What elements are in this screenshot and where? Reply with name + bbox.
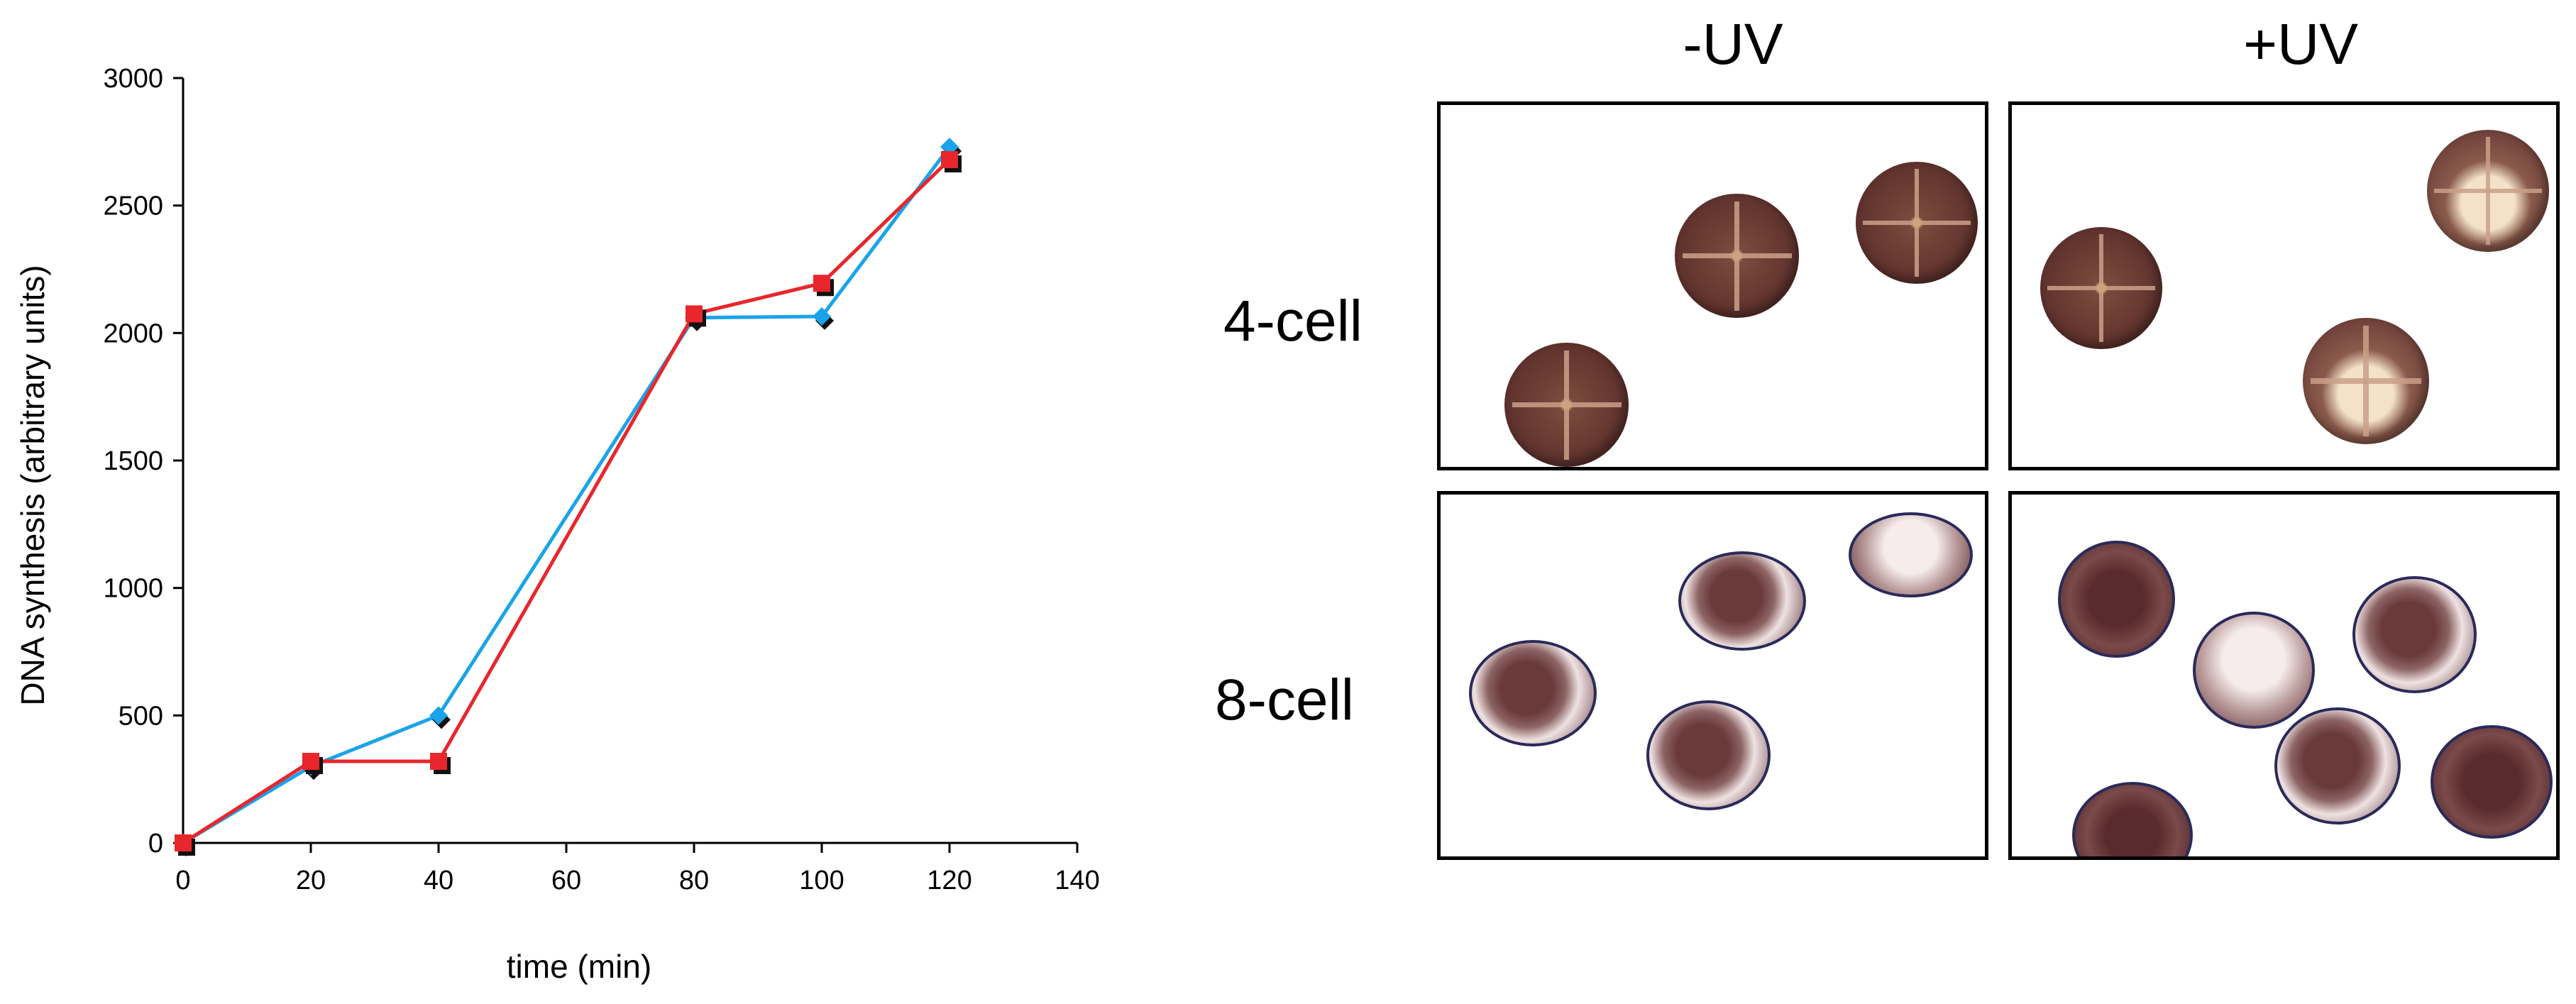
y-tick-label: 3000: [103, 64, 163, 94]
y-tick-label: 2500: [103, 192, 163, 221]
embryo-4cell: [1504, 343, 1629, 467]
embryo-8cell: [2072, 782, 2193, 856]
y-axis-title: DNA synthesis (arbitrary units): [14, 265, 51, 705]
y-tick-label: 1000: [103, 574, 163, 604]
embryo-8cell: [1646, 700, 1771, 810]
line-chart: 0 500 1000 1500 2000 2500 3000 0 20 40 60 80 100 120 1…: [14, 64, 1100, 985]
data-point: [175, 834, 192, 851]
panel-4-cell-minus-uv: [1437, 101, 1988, 470]
series-line-1: [182, 145, 951, 845]
data-point: [813, 307, 831, 326]
embryo-4cell: [2427, 130, 2549, 252]
data-point: [686, 305, 703, 323]
series-line-2: [182, 158, 951, 845]
data-point: [429, 706, 448, 725]
embryo-8cell: [2193, 612, 2315, 729]
column-title-minus-uv: -UV: [1683, 12, 1783, 77]
data-point: [813, 275, 830, 292]
x-tick-label: 0: [175, 866, 190, 895]
data-point: [302, 753, 319, 771]
x-tick-label: 60: [551, 866, 581, 895]
x-tick-label: 140: [1055, 866, 1099, 895]
embryo-8cell: [2352, 576, 2477, 693]
row-title-8-cell: 8-cell: [1215, 668, 1354, 732]
y-tick-label: 1500: [103, 446, 163, 476]
row-title-4-cell: 4-cell: [1223, 289, 1363, 353]
embryo-4cell: [1675, 194, 1799, 318]
x-tick-label: 80: [679, 866, 709, 895]
y-tick-label: 0: [148, 829, 163, 859]
x-tick-label: 20: [296, 866, 326, 895]
embryo-8cell: [2058, 541, 2175, 658]
embryo-8cell: [1469, 640, 1597, 746]
embryo-8cell: [2274, 707, 2401, 824]
panel-4-cell-plus-uv: [2008, 101, 2560, 470]
data-point: [941, 150, 958, 168]
y-tick-label: 2000: [103, 319, 163, 348]
embryo-8cell: [1849, 512, 1973, 597]
embryo-8cell: [1678, 551, 1806, 651]
embryo-8cell: [2431, 725, 2553, 839]
x-tick-label: 100: [799, 866, 844, 895]
data-point: [430, 753, 447, 771]
embryo-4cell: [2303, 318, 2429, 444]
column-title-plus-uv: +UV: [2243, 12, 2358, 77]
panel-8-cell-plus-uv: [2008, 491, 2560, 860]
embryo-4cell: [2040, 227, 2162, 349]
embryo-4cell: [1856, 162, 1978, 284]
panel-8-cell-minus-uv: [1437, 491, 1988, 860]
x-tick-label: 40: [424, 866, 453, 895]
x-axis-title: time (min): [507, 948, 651, 985]
x-tick-label: 120: [927, 866, 971, 895]
y-tick-label: 500: [119, 701, 163, 731]
